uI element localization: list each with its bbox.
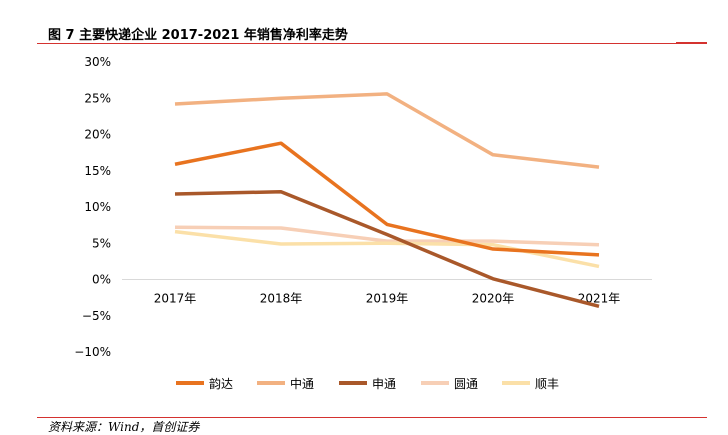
y-tick-label: 20% (84, 128, 111, 142)
x-tick-label: 2020年 (472, 292, 515, 306)
y-tick-label: −5% (82, 309, 111, 323)
series-lines (174, 92, 600, 309)
top-divider (37, 43, 707, 44)
y-tick-label: 5% (92, 236, 111, 250)
legend: 韵达 中通 申通 圆通 顺丰 (176, 376, 559, 391)
legend-label: 中通 (290, 376, 314, 391)
series-line (174, 229, 600, 269)
y-tick-label: −10% (74, 345, 111, 359)
series-line (174, 141, 600, 257)
legend-label: 韵达 (209, 376, 233, 391)
series-line (174, 190, 600, 309)
legend-label: 申通 (372, 377, 396, 391)
y-tick-label: 0% (92, 273, 111, 287)
legend-label: 顺丰 (535, 377, 559, 391)
y-tick-label: 10% (84, 200, 111, 214)
source-note: 资料来源：Wind，首创证券 (48, 420, 200, 434)
chart-title: 图 7 主要快递企业 2017-2021 年销售净利率走势 (48, 28, 348, 43)
x-tick-label: 2018年 (260, 292, 303, 306)
y-tick-label: 30% (84, 55, 111, 69)
x-tick-label: 2017年 (154, 292, 197, 306)
x-tick-label: 2019年 (366, 292, 409, 306)
y-axis: 30% 25% 20% 15% 10% 5% 0% −5% −10% (74, 55, 111, 359)
bottom-divider (37, 417, 707, 418)
series-line (174, 92, 600, 169)
legend-label: 圆通 (454, 377, 478, 391)
top-divider-accent (676, 42, 707, 44)
y-tick-label: 15% (84, 164, 111, 178)
x-axis: 2017年 2018年 2019年 2020年 2021年 (122, 279, 652, 306)
series-line (174, 225, 600, 247)
y-tick-label: 25% (84, 91, 111, 105)
